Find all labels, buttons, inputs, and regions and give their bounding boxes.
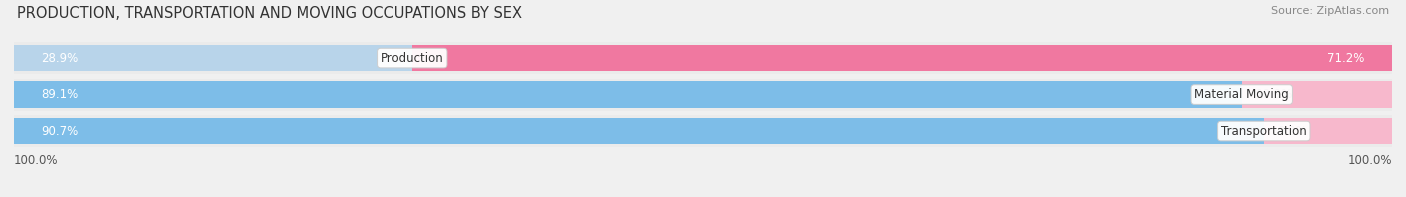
Bar <box>1241 81 1392 108</box>
Text: 10.9%: 10.9% <box>1256 88 1292 101</box>
Bar <box>14 79 1392 111</box>
Text: Material Moving: Material Moving <box>1194 88 1289 101</box>
Bar <box>14 115 1392 147</box>
Bar <box>14 42 1392 74</box>
Bar <box>14 81 1241 108</box>
Text: 28.9%: 28.9% <box>42 52 79 65</box>
Text: Production: Production <box>381 52 444 65</box>
Bar <box>14 45 412 71</box>
Text: 89.1%: 89.1% <box>42 88 79 101</box>
Text: Transportation: Transportation <box>1220 125 1306 138</box>
Text: 100.0%: 100.0% <box>14 154 59 167</box>
Text: Source: ZipAtlas.com: Source: ZipAtlas.com <box>1271 6 1389 16</box>
Bar <box>1264 118 1392 144</box>
Bar <box>412 45 1393 71</box>
Text: 90.7%: 90.7% <box>42 125 79 138</box>
Text: 9.3%: 9.3% <box>1278 125 1308 138</box>
Text: 100.0%: 100.0% <box>1347 154 1392 167</box>
Bar <box>14 118 1264 144</box>
Text: 71.2%: 71.2% <box>1327 52 1364 65</box>
Text: PRODUCTION, TRANSPORTATION AND MOVING OCCUPATIONS BY SEX: PRODUCTION, TRANSPORTATION AND MOVING OC… <box>17 6 522 21</box>
